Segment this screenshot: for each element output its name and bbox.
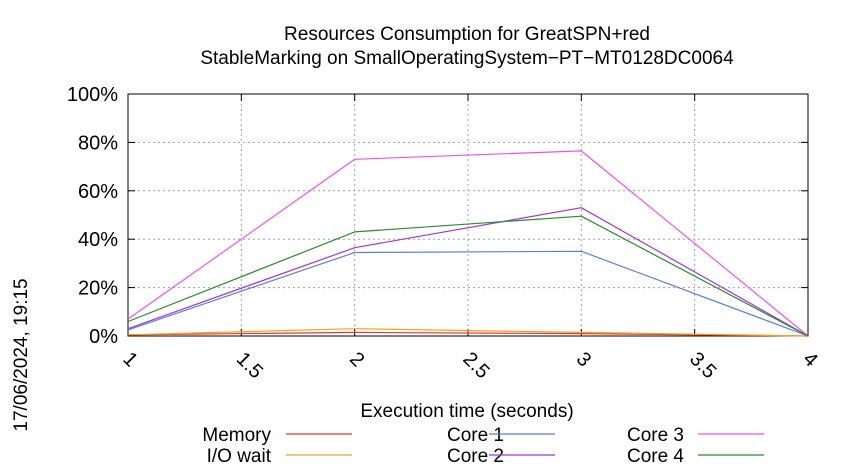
legend-label: Core 3	[627, 425, 684, 446]
y-tick-label: 100%	[67, 84, 118, 106]
legend-label: Core 2	[447, 446, 504, 467]
series-lines	[127, 150, 809, 337]
series-line-core-3	[127, 150, 809, 337]
series-line-core-1	[127, 250, 809, 337]
y-axis-ticks: 0% 20% 40% 60% 80% 100%	[67, 84, 808, 348]
x-axis-label: Execution time (seconds)	[360, 401, 573, 422]
grid	[128, 94, 808, 336]
x-tick-label: 2.5	[458, 348, 493, 383]
x-tick-label: 1	[118, 348, 141, 371]
y-tick-label: 20%	[78, 278, 118, 300]
y-tick-label: 40%	[78, 229, 118, 251]
x-tick-label: 3.5	[685, 348, 720, 383]
series-line-core-2	[127, 207, 809, 337]
timestamp-label: 17/06/2024, 19:15	[11, 278, 32, 431]
chart-title-line2: StableMarking on SmallOperatingSystem−PT…	[200, 48, 734, 69]
legend-label: Memory	[202, 425, 271, 446]
legend-label: Core 4	[627, 446, 684, 467]
y-tick-label: 80%	[78, 132, 118, 154]
x-tick-label: 4	[798, 348, 821, 371]
legend-label: Core 1	[447, 425, 504, 446]
series-line-i-o-wait	[127, 328, 809, 337]
y-tick-label: 60%	[78, 181, 118, 203]
x-axis-ticks: 1 1.5 2 2.5 3 3.5 4	[118, 94, 822, 383]
legend-label: I/O wait	[207, 446, 272, 467]
x-tick-label: 2	[345, 348, 368, 371]
x-tick-label: 1.5	[232, 348, 267, 383]
x-tick-label: 3	[572, 348, 595, 371]
y-tick-label: 0%	[89, 326, 118, 348]
series-line-core-4	[127, 215, 809, 337]
chart-title-line1: Resources Consumption for GreatSPN+red	[284, 24, 650, 45]
